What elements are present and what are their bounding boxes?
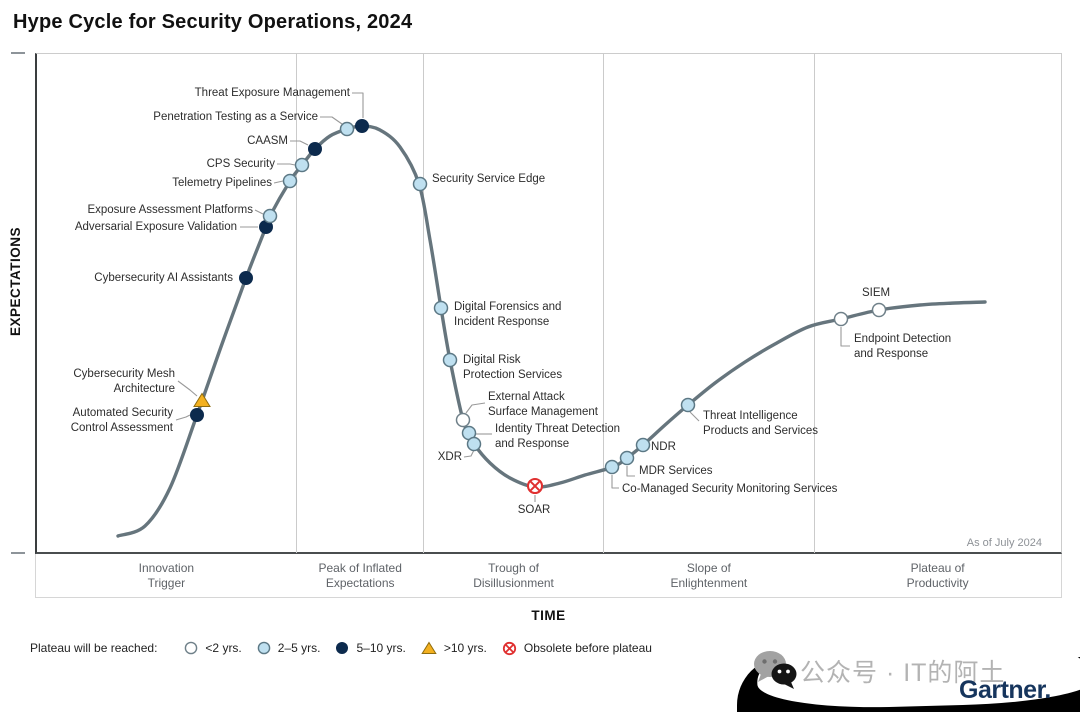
yellow-triangle-icon xyxy=(421,641,437,654)
as-of-date: As of July 2024 xyxy=(966,537,1042,549)
white-circle-icon xyxy=(185,641,198,655)
y-axis-tick-top xyxy=(11,52,25,54)
light-blue-circle-icon xyxy=(257,641,271,655)
legend-item-2to5yrs: 2–5 yrs. xyxy=(257,641,321,655)
legend: Plateau will be reached: <2 yrs. 2–5 yrs… xyxy=(30,637,652,659)
phase-label-plateau: Plateau of Productivity xyxy=(906,561,969,590)
legend-label: Obsolete before plateau xyxy=(523,641,652,655)
phase-label-innovation-trigger: Innovation Trigger xyxy=(138,561,195,590)
legend-item-obsolete: Obsolete before plateau xyxy=(502,641,652,656)
phase-label-slope: Slope of Enlightenment xyxy=(670,561,748,590)
phase-label-trough: Trough of Disillusionment xyxy=(473,561,554,590)
gartner-logo: Gartner. xyxy=(959,676,1051,704)
phase-divider xyxy=(423,53,424,553)
legend-item-5to10yrs: 5–10 yrs. xyxy=(335,641,406,655)
dark-navy-circle-icon xyxy=(336,642,349,654)
legend-label: 5–10 yrs. xyxy=(356,641,406,655)
wechat-icon xyxy=(754,651,797,689)
plot-area xyxy=(35,53,1062,554)
phase-divider xyxy=(814,53,815,553)
wechat-account-text: 公众号 · IT的阿土 xyxy=(800,659,1006,687)
phase-divider xyxy=(603,53,604,553)
legend-item-lt2yrs: <2 yrs. xyxy=(184,641,242,655)
y-axis-tick-bottom xyxy=(11,552,25,554)
phase-label-peak: Peak of Inflated Expectations xyxy=(318,561,402,590)
legend-prefix: Plateau will be reached: xyxy=(30,641,158,655)
legend-label: 2–5 yrs. xyxy=(277,641,321,655)
page-title: Hype Cycle for Security Operations, 2024 xyxy=(13,11,413,33)
watermark: 公众号 · IT的阿土 Gartner. xyxy=(723,648,1080,712)
phase-divider xyxy=(296,53,297,553)
y-axis-label: EXPECTATIONS xyxy=(8,226,23,336)
x-axis-label: TIME xyxy=(531,608,566,623)
phase-band: Innovation Trigger Peak of Inflated Expe… xyxy=(35,554,1062,598)
obsolete-crossed-circle-icon xyxy=(502,641,516,655)
legend-item-gt10yrs: >10 yrs. xyxy=(421,641,487,655)
legend-label: <2 yrs. xyxy=(205,641,242,655)
legend-label: >10 yrs. xyxy=(443,641,487,655)
